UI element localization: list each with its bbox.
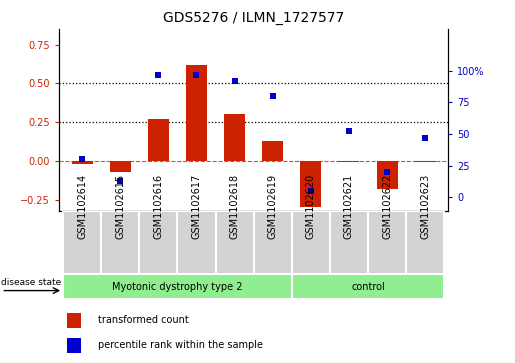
Point (154, 72, 162, 77)
FancyBboxPatch shape (177, 211, 215, 274)
Text: GSM1102614: GSM1102614 (77, 174, 87, 239)
Text: GSM1102616: GSM1102616 (153, 174, 163, 239)
Text: GSM1102620: GSM1102620 (306, 174, 316, 239)
FancyBboxPatch shape (292, 211, 330, 274)
FancyBboxPatch shape (368, 211, 406, 274)
Text: GSM1102622: GSM1102622 (382, 174, 392, 239)
Bar (224, 114, 245, 161)
Bar (415, 161, 436, 163)
Point (383, 169, 391, 175)
Bar (67, 313, 81, 328)
Point (116, 178, 124, 184)
Point (78, 156, 86, 162)
Point (269, 93, 277, 99)
Text: GSM1102619: GSM1102619 (268, 174, 278, 239)
Bar (376, 161, 398, 189)
Text: Myotonic dystrophy type 2: Myotonic dystrophy type 2 (112, 282, 243, 292)
Text: control: control (351, 282, 385, 292)
Point (230, 78, 238, 84)
Bar (72, 161, 93, 164)
FancyBboxPatch shape (139, 211, 177, 274)
Point (421, 135, 430, 140)
Bar (148, 119, 169, 161)
Text: GSM1102615: GSM1102615 (115, 174, 125, 239)
FancyBboxPatch shape (63, 274, 292, 299)
Point (307, 188, 315, 194)
Bar (110, 161, 131, 172)
Point (192, 72, 200, 77)
Bar (300, 161, 321, 207)
Text: percentile rank within the sample: percentile rank within the sample (98, 340, 263, 350)
Bar (186, 65, 207, 161)
FancyBboxPatch shape (253, 211, 292, 274)
Bar (262, 141, 283, 161)
Text: GSM1102623: GSM1102623 (420, 174, 430, 239)
Bar (338, 161, 359, 163)
FancyBboxPatch shape (101, 211, 139, 274)
FancyBboxPatch shape (292, 274, 444, 299)
Text: GSM1102618: GSM1102618 (230, 174, 239, 239)
FancyBboxPatch shape (215, 211, 253, 274)
Text: transformed count: transformed count (98, 315, 189, 325)
FancyBboxPatch shape (406, 211, 444, 274)
Point (345, 129, 353, 134)
Text: disease state: disease state (1, 278, 61, 287)
Bar (67, 338, 81, 353)
Text: GSM1102621: GSM1102621 (344, 174, 354, 239)
FancyBboxPatch shape (330, 211, 368, 274)
Text: GSM1102617: GSM1102617 (192, 174, 201, 239)
Title: GDS5276 / ILMN_1727577: GDS5276 / ILMN_1727577 (163, 11, 344, 25)
FancyBboxPatch shape (63, 211, 101, 274)
